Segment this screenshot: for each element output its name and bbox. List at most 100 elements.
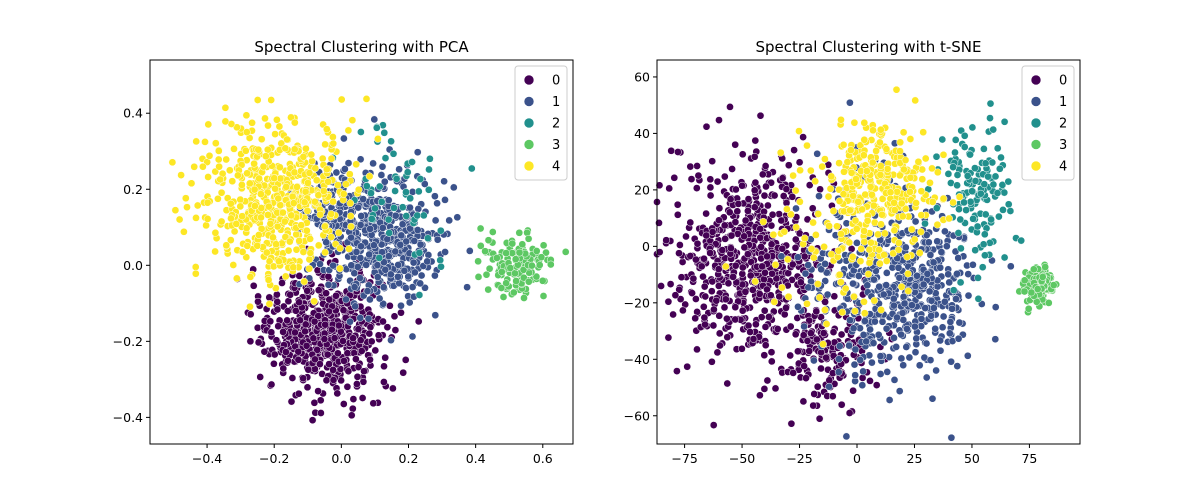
tsne-point-cluster-1 [926,356,935,364]
tsne-point-cluster-2 [980,145,988,153]
tsne-point-cluster-4 [783,255,792,264]
tsne-point-cluster-1 [900,299,909,308]
tsne-point-cluster-2 [1004,177,1013,186]
tsne-point-cluster-1 [890,334,898,342]
pca-point-cluster-4 [299,152,308,161]
pca-point-cluster-2 [371,204,379,213]
tsne-x-tick-label: 25 [907,451,923,466]
pca-point-cluster-1 [362,261,371,269]
pca-point-cluster-4 [175,215,184,224]
tsne-point-cluster-4 [778,283,786,292]
pca-point-cluster-4 [281,272,290,281]
tsne-point-cluster-0 [670,173,679,182]
tsne-point-cluster-0 [712,296,721,305]
tsne-point-cluster-1 [922,373,931,382]
tsne-point-cluster-0 [702,209,710,218]
pca-point-cluster-4 [214,147,223,155]
tsne-point-cluster-1 [792,204,800,213]
tsne-point-cluster-0 [828,392,837,401]
pca-point-cluster-4 [238,181,246,189]
tsne-point-cluster-0 [787,419,796,428]
pca-point-cluster-0 [325,295,334,304]
tsne-point-cluster-0 [813,382,822,391]
tsne-point-cluster-0 [786,351,795,360]
pca-point-cluster-1 [441,196,449,204]
tsne-point-cluster-0 [708,157,717,166]
tsne-point-cluster-1 [947,433,956,442]
tsne-point-cluster-0 [744,321,753,330]
tsne-point-cluster-0 [697,262,706,271]
pca-point-cluster-1 [394,261,402,269]
tsne-point-cluster-4 [892,85,901,94]
pca-point-cluster-3 [481,247,489,256]
tsne-point-cluster-3 [1044,299,1053,307]
tsne-point-cluster-0 [657,282,665,290]
pca-point-cluster-1 [350,283,359,291]
tsne-point-cluster-1 [876,352,885,360]
pca-point-cluster-1 [411,268,419,277]
tsne-point-cluster-0 [866,377,874,385]
pca-point-cluster-0 [310,398,319,407]
tsne-point-cluster-4 [771,260,780,269]
tsne-point-cluster-4 [933,220,942,229]
pca-point-cluster-0 [270,350,279,359]
tsne-point-cluster-4 [906,188,914,196]
pca-point-cluster-4 [201,138,209,146]
tsne-point-cluster-4 [845,238,854,247]
pca-point-cluster-4 [279,208,287,217]
tsne-point-cluster-0 [738,306,747,315]
pca-point-cluster-0 [349,395,358,403]
pca-point-cluster-4 [271,184,279,193]
pca-point-cluster-0 [273,298,282,306]
tsne-point-cluster-0 [837,400,846,409]
pca-point-cluster-4 [307,150,316,159]
pca-point-cluster-1 [354,203,363,212]
tsne-point-cluster-1 [948,304,956,313]
pca-point-cluster-1 [366,295,374,304]
tsne-point-cluster-4 [890,226,899,235]
tsne-point-cluster-0 [664,297,673,306]
pca-point-cluster-4 [336,264,344,273]
pca-point-cluster-4 [283,135,291,144]
pca-point-cluster-4 [177,171,185,179]
pca-y-tick-label: 0.0 [123,258,143,273]
pca-point-cluster-1 [322,238,331,247]
pca-point-cluster-4 [243,169,251,178]
pca-point-cluster-0 [294,389,303,398]
tsne-point-cluster-4 [869,201,878,210]
tsne-point-cluster-4 [874,230,882,239]
tsne-point-cluster-4 [865,245,874,254]
pca-point-cluster-4 [354,185,363,194]
pca-point-cluster-4 [265,202,273,211]
pca-point-cluster-0 [325,360,333,368]
pca-point-cluster-0 [349,334,357,343]
tsne-point-cluster-0 [715,329,724,338]
pca-point-cluster-0 [348,404,357,413]
pca-point-cluster-1 [433,199,441,208]
pca-point-cluster-0 [249,281,258,290]
tsne-point-cluster-1 [885,396,894,404]
tsne-point-cluster-1 [911,217,920,226]
tsne-point-cluster-1 [911,348,920,357]
tsne-point-cluster-0 [802,374,810,382]
pca-point-cluster-2 [437,262,445,271]
pca-point-cluster-0 [329,366,337,374]
tsne-point-cluster-1 [845,341,853,350]
tsne-point-cluster-2 [991,172,1000,181]
pca-point-cluster-4 [287,211,296,220]
tsne-point-cluster-0 [847,245,856,253]
tsne-point-cluster-4 [854,197,863,206]
tsne-point-cluster-0 [733,207,742,216]
tsne-point-cluster-0 [767,357,776,366]
tsne-point-cluster-4 [825,222,833,230]
pca-point-cluster-0 [274,322,283,331]
tsne-point-cluster-2 [960,131,969,140]
tsne-point-cluster-1 [868,358,876,367]
tsne-legend: 0 1 2 3 4 [1021,65,1075,181]
tsne-point-cluster-2 [966,150,974,159]
pca-point-cluster-4 [221,103,230,112]
pca-point-cluster-2 [375,254,384,262]
pca-point-cluster-2 [413,211,422,220]
tsne-point-cluster-4 [917,211,926,219]
pca-point-cluster-1 [398,220,407,229]
